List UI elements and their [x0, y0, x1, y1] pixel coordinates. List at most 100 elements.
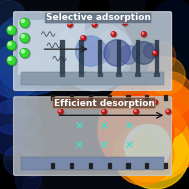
Bar	[126, 163, 131, 169]
Circle shape	[98, 76, 189, 181]
Circle shape	[153, 100, 158, 105]
Bar	[70, 163, 74, 169]
Circle shape	[58, 109, 63, 114]
Circle shape	[8, 87, 38, 117]
Circle shape	[119, 45, 138, 64]
Circle shape	[134, 110, 136, 112]
Circle shape	[122, 20, 127, 25]
Circle shape	[121, 121, 189, 189]
Circle shape	[68, 23, 73, 28]
Circle shape	[81, 36, 83, 38]
Circle shape	[7, 41, 16, 50]
Circle shape	[147, 72, 189, 117]
Circle shape	[21, 19, 30, 28]
Circle shape	[8, 57, 17, 66]
Circle shape	[123, 21, 125, 23]
Circle shape	[146, 42, 176, 72]
Circle shape	[142, 32, 147, 37]
Circle shape	[87, 42, 110, 64]
Bar	[154, 73, 160, 77]
Circle shape	[57, 15, 132, 91]
Circle shape	[111, 31, 116, 37]
Bar	[60, 73, 65, 77]
Circle shape	[20, 33, 29, 43]
Circle shape	[21, 19, 24, 22]
Circle shape	[115, 99, 120, 105]
Circle shape	[8, 42, 11, 45]
Circle shape	[133, 109, 139, 114]
Bar	[98, 73, 103, 77]
Circle shape	[20, 48, 29, 58]
Circle shape	[8, 26, 17, 36]
FancyBboxPatch shape	[14, 12, 172, 90]
Circle shape	[134, 110, 139, 115]
Circle shape	[106, 98, 189, 181]
Bar	[98, 40, 102, 74]
Circle shape	[102, 110, 104, 112]
Circle shape	[59, 110, 60, 112]
Bar	[108, 163, 112, 169]
Text: Selective adsorption: Selective adsorption	[46, 13, 151, 22]
Circle shape	[167, 110, 168, 112]
Circle shape	[17, 130, 43, 157]
Circle shape	[98, 94, 174, 170]
Bar	[70, 95, 74, 101]
Circle shape	[0, 161, 23, 189]
Circle shape	[0, 100, 28, 134]
Circle shape	[21, 34, 30, 43]
Bar	[60, 40, 65, 74]
Circle shape	[132, 42, 155, 64]
Circle shape	[153, 51, 158, 56]
Circle shape	[153, 51, 155, 53]
Circle shape	[7, 56, 16, 65]
Bar	[89, 163, 93, 169]
Circle shape	[0, 11, 76, 94]
Bar	[108, 95, 112, 101]
Circle shape	[79, 0, 110, 25]
FancyBboxPatch shape	[18, 20, 85, 75]
Circle shape	[0, 0, 26, 38]
Circle shape	[68, 23, 70, 25]
Bar	[51, 95, 55, 101]
Circle shape	[81, 36, 87, 41]
Circle shape	[77, 100, 83, 105]
Circle shape	[112, 32, 113, 34]
Circle shape	[59, 110, 64, 115]
Bar	[117, 40, 121, 74]
Circle shape	[76, 36, 106, 66]
Circle shape	[166, 110, 172, 115]
Circle shape	[15, 166, 42, 189]
Bar	[126, 95, 131, 101]
Circle shape	[113, 125, 174, 185]
Bar	[136, 40, 140, 74]
Circle shape	[12, 109, 41, 137]
Bar	[155, 40, 159, 74]
Bar	[135, 73, 141, 77]
Circle shape	[157, 157, 189, 189]
Circle shape	[142, 32, 144, 34]
Circle shape	[7, 26, 16, 35]
Circle shape	[93, 23, 98, 28]
Circle shape	[136, 87, 189, 140]
Circle shape	[123, 21, 128, 26]
Circle shape	[8, 27, 11, 30]
Circle shape	[0, 22, 29, 58]
Circle shape	[22, 152, 46, 177]
Circle shape	[115, 100, 117, 102]
Circle shape	[127, 136, 157, 166]
Bar	[89, 95, 93, 101]
Circle shape	[146, 0, 189, 43]
Circle shape	[92, 22, 97, 27]
Bar	[164, 163, 168, 169]
Bar	[79, 40, 84, 74]
Circle shape	[132, 125, 170, 163]
Circle shape	[166, 109, 171, 114]
Bar	[21, 157, 164, 170]
Circle shape	[144, 43, 159, 59]
Circle shape	[102, 110, 107, 115]
Bar	[164, 95, 168, 101]
Circle shape	[21, 50, 24, 53]
Circle shape	[147, 57, 185, 94]
Circle shape	[4, 146, 34, 176]
FancyBboxPatch shape	[14, 97, 172, 175]
